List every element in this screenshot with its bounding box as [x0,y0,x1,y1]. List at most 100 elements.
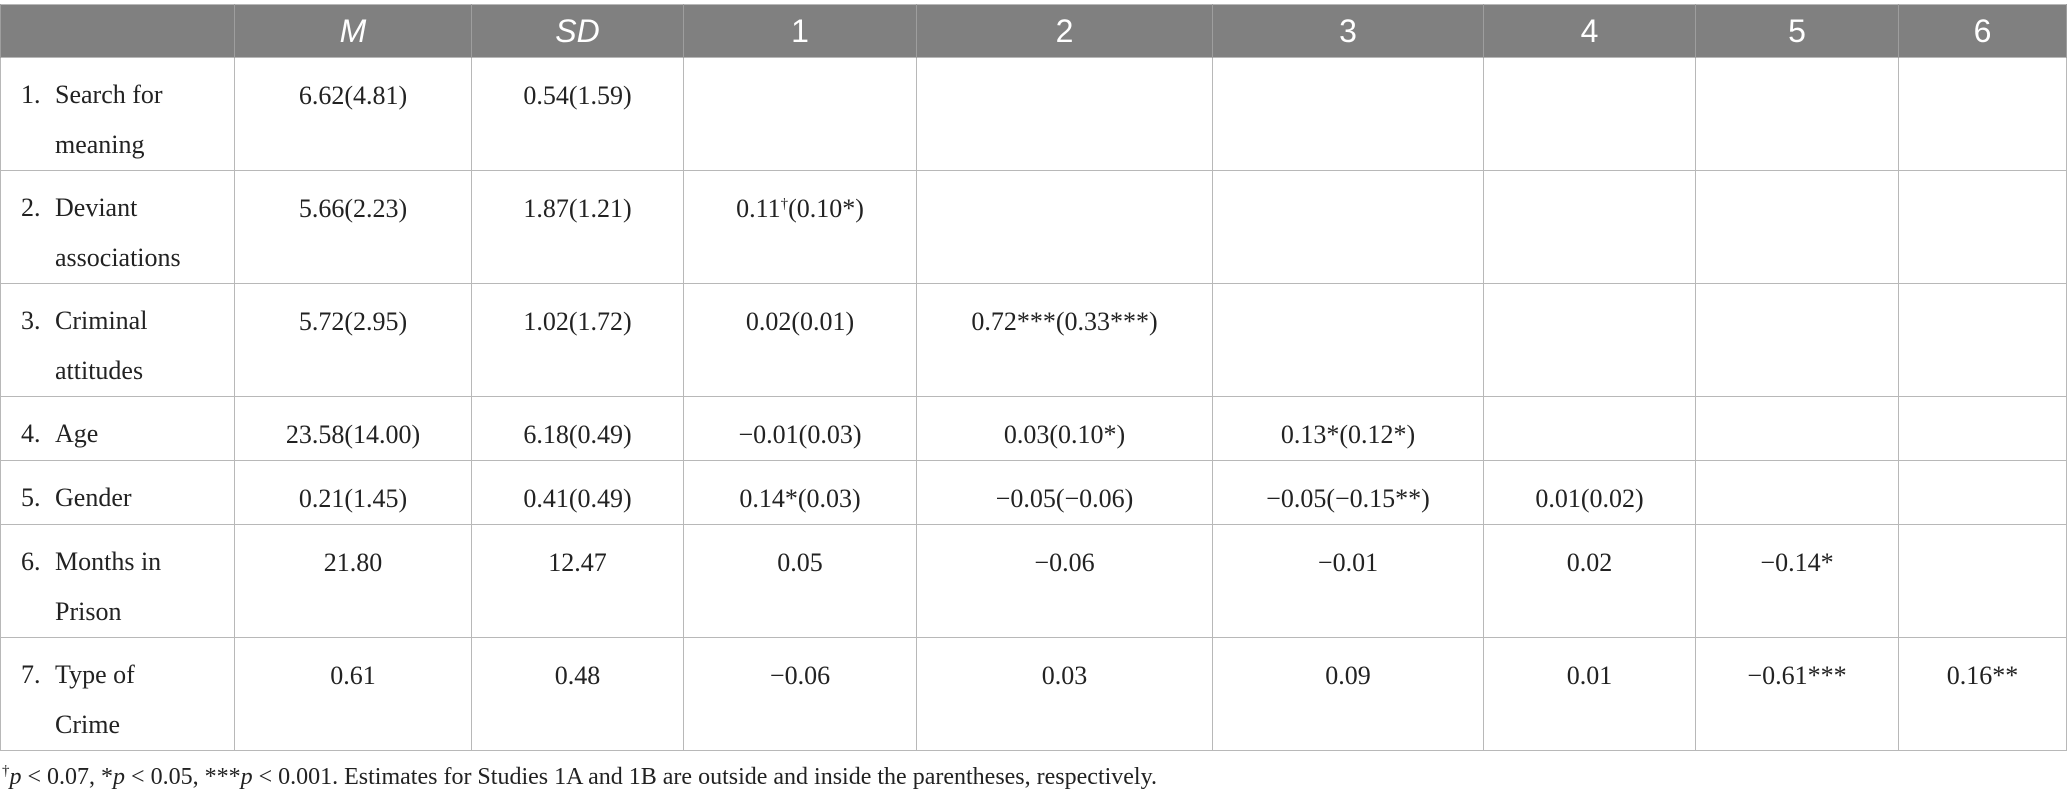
correlation-table-container: M SD 1 2 3 4 5 6 1. Search for meaning 6.6… [0,4,2068,751]
cell-value: −0.06 [1034,548,1095,577]
cell-value: 0.02 [1566,548,1613,577]
value-cell: 1.02(1.72) [471,283,684,397]
value-cell: 0.02 [1483,524,1696,638]
header-col-4: 4 [1483,4,1696,58]
header-col-2: 2 [916,4,1213,58]
value-cell: 21.80 [234,524,472,638]
variable-number: 3. [21,306,41,335]
header-variable [0,4,235,58]
cell-value: 1.87(1.21) [523,194,632,223]
value-cell [1898,170,2067,284]
variable-number: 4. [21,419,41,448]
value-cell: 0.09 [1212,637,1484,751]
value-cell [1695,283,1899,397]
cell-value: 0.16** [1946,661,2019,690]
value-cell [1695,57,1899,171]
value-cell: 0.61 [234,637,472,751]
variable-cell: 2. Deviant associations [0,170,235,284]
cell-value: 21.80 [323,548,383,577]
cell-value: 0.54(1.59) [523,81,632,110]
value-cell [1695,396,1899,461]
cell-value: 0.61 [330,661,376,690]
value-cell: 0.16** [1898,637,2067,751]
value-cell [1483,170,1696,284]
cell-value: 1.02(1.72) [523,307,632,336]
value-cell [916,170,1213,284]
p-symbol: p [113,764,126,790]
header-col-3: 3 [1212,4,1484,58]
header-col-6: 6 [1898,4,2067,58]
value-cell: 1.87(1.21) [471,170,684,284]
value-cell [1695,170,1899,284]
table-row: 7. Type of Crime 0.61 0.48 −0.06 0.03 0.09 0.01… [0,637,2067,751]
cell-value: 0.01(0.02) [1535,484,1644,513]
cell-value: −0.06 [769,661,831,690]
header-col-1: 1 [683,4,917,58]
header-col-5: 5 [1695,4,1899,58]
variable-cell: 3. Criminal attitudes [0,283,235,397]
correlation-table: M SD 1 2 3 4 5 6 1. Search for meaning 6.6… [0,4,2067,751]
value-cell [1483,396,1696,461]
cell-value: 0.48 [554,661,601,690]
header-row: M SD 1 2 3 4 5 6 [0,4,2067,58]
value-cell: 0.01(0.02) [1483,460,1696,525]
cell-value: 5.72(2.95) [298,307,408,336]
value-cell: 0.03 [916,637,1213,751]
value-cell: 5.72(2.95) [234,283,472,397]
cell-value: 0.09 [1325,661,1371,690]
value-cell: −0.01 [1212,524,1484,638]
value-cell: 0.13*(0.12*) [1212,396,1484,461]
value-cell: −0.01(0.03) [683,396,917,461]
dagger-symbol: † [780,196,789,212]
value-cell: 0.02(0.01) [683,283,917,397]
cell-value: −0.61*** [1747,661,1847,690]
table-row: 3. Criminal attitudes 5.72(2.95) 1.02(1.72)… [0,283,2067,397]
cell-value: −0.01(0.03) [738,420,862,449]
p-symbol: p [240,764,253,790]
cell-value: 6.18(0.49) [523,420,632,449]
cell-value: 0.21(1.45) [298,484,408,513]
table-row: 4. Age 23.58(14.00) 6.18(0.49) −0.01(0.03) 0.… [0,396,2067,461]
value-cell [1695,460,1899,525]
cell-value: 0.02(0.01) [745,307,855,336]
value-cell: 5.66(2.23) [234,170,472,284]
value-cell [916,57,1213,171]
cell-value: 0.05 [777,548,823,577]
cell-value: 0.03 [1041,661,1088,690]
value-cell: −0.14* [1695,524,1899,638]
header-mean: M [234,4,472,58]
value-cell: 6.18(0.49) [471,396,684,461]
value-cell [1898,396,2067,461]
cell-value: 0.41(0.49) [523,484,632,513]
value-cell [1483,283,1696,397]
variable-label: Type of Crime [55,660,135,739]
cell-value: −0.14* [1760,548,1834,577]
cell-value: 0.11†(0.10*) [736,194,864,223]
variable-number: 5. [21,483,41,512]
dagger-symbol: † [2,763,10,779]
value-cell: 0.41(0.49) [471,460,684,525]
variable-label: Gender [55,483,132,512]
variable-number: 1. [21,80,41,109]
value-cell: 12.47 [471,524,684,638]
value-cell: 0.03(0.10*) [916,396,1213,461]
value-cell [683,57,917,171]
table-row: 2. Deviant associations 5.66(2.23) 1.87(1.2… [0,170,2067,284]
table-row: 5. Gender 0.21(1.45) 0.41(0.49) 0.14*(0.03) −… [0,460,2067,525]
cell-value: 0.01 [1566,661,1613,690]
value-cell: −0.61*** [1695,637,1899,751]
value-cell: −0.05(−0.15**) [1212,460,1484,525]
value-cell [1898,524,2067,638]
cell-value: 23.58(14.00) [285,420,421,449]
value-cell: 6.62(4.81) [234,57,472,171]
variable-label: Months in Prison [55,547,162,626]
value-cell: 0.72***(0.33***) [916,283,1213,397]
footnote-text: < 0.07, * [21,764,114,790]
variable-cell: 6. Months in Prison [0,524,235,638]
value-cell [1212,57,1484,171]
value-cell: −0.06 [916,524,1213,638]
value-cell: 0.05 [683,524,917,638]
cell-value: 0.14*(0.03) [739,484,861,513]
value-cell: −0.05(−0.06) [916,460,1213,525]
cell-value: 0.13*(0.12*) [1280,420,1416,449]
